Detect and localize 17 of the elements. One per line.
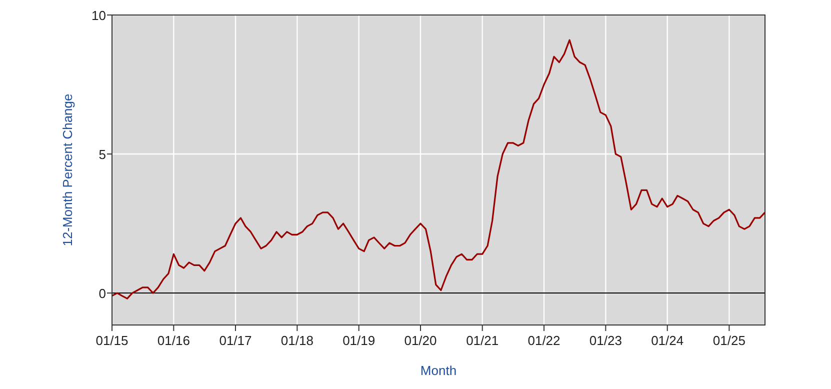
x-tick-label: 01/24 <box>651 333 684 348</box>
y-tick-label: 10 <box>92 8 106 23</box>
x-tick-label: 01/15 <box>96 333 128 348</box>
y-tick-label: 0 <box>98 286 106 302</box>
x-tick-label: 01/21 <box>466 333 499 348</box>
x-tick-label: 01/23 <box>589 333 622 348</box>
x-tick-label: 01/22 <box>528 333 560 348</box>
x-tick-label: 01/18 <box>280 333 314 348</box>
y-axis-title: 12-Month Percent Change <box>60 94 75 246</box>
x-tick-label: 01/25 <box>712 333 746 348</box>
x-tick-label: 01/17 <box>219 333 252 348</box>
y-tick-label: 5 <box>98 147 106 162</box>
line-series <box>111 39 766 300</box>
x-tick-label: 01/16 <box>157 333 190 348</box>
x-tick-label: 01/19 <box>342 333 376 348</box>
x-tick-label: 01/20 <box>404 333 437 348</box>
x-axis-title: Month <box>420 363 457 378</box>
